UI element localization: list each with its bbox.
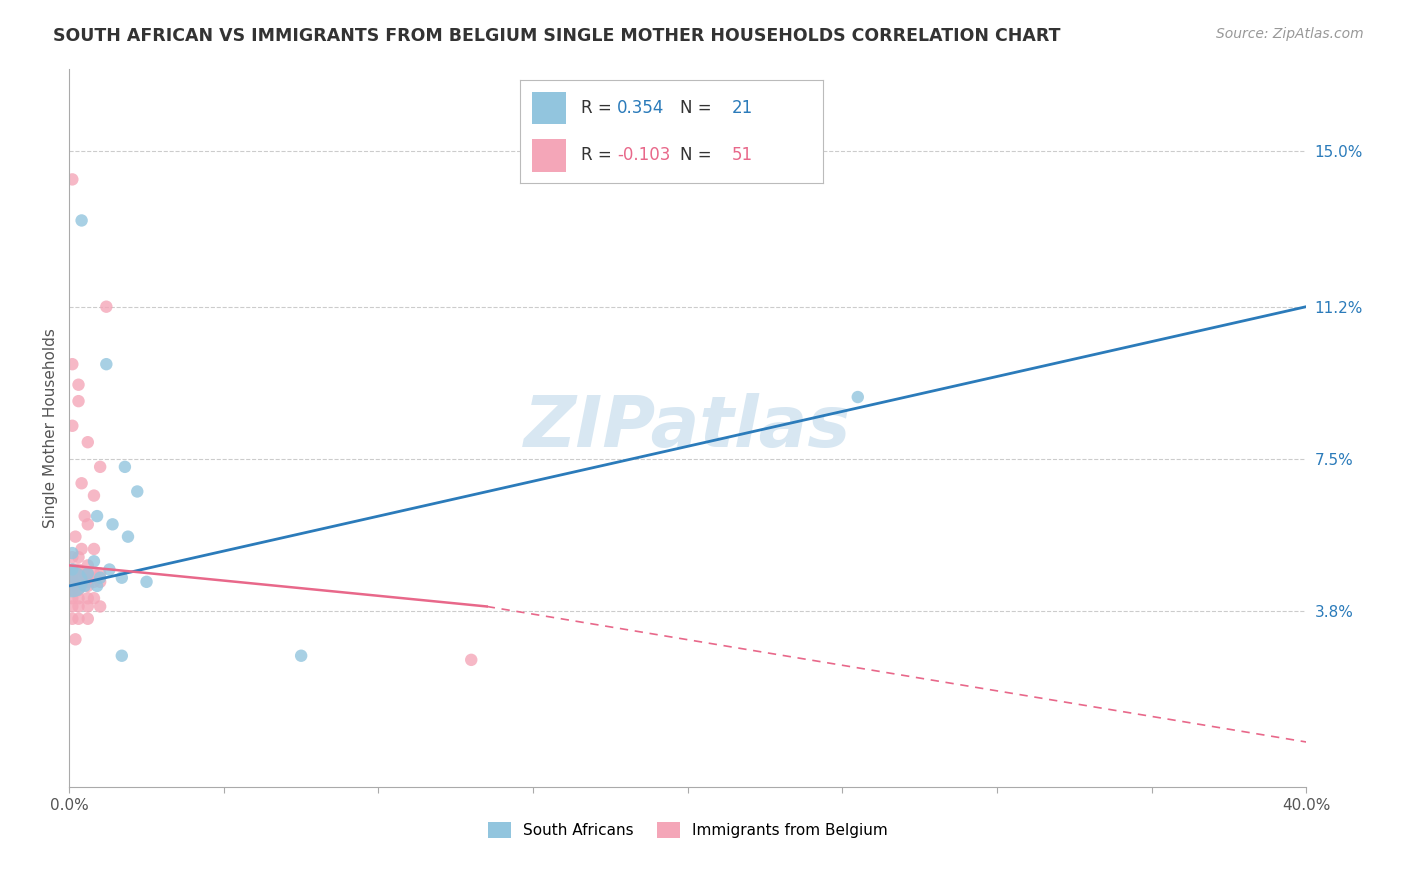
Bar [533, 92, 565, 124]
Point [96, 357, 118, 371]
Point [76, 612, 98, 626]
Point [76, 566, 98, 581]
Point [67, 582, 90, 597]
Point [65, 530, 87, 544]
Point [60, 546, 83, 560]
Point [60, 582, 83, 597]
Point [67, 394, 90, 409]
Point [60, 591, 83, 606]
Text: R =: R = [581, 146, 617, 164]
Point [127, 484, 149, 499]
Point [76, 517, 98, 532]
Point [60, 562, 83, 576]
Point [83, 489, 105, 503]
Point [89, 459, 111, 474]
Point [101, 517, 124, 532]
Point [76, 558, 98, 573]
Point [83, 574, 105, 589]
Point [60, 357, 83, 371]
Point [70, 541, 93, 556]
Y-axis label: Single Mother Households: Single Mother Households [44, 328, 58, 528]
Point [67, 571, 90, 585]
Point [67, 579, 90, 593]
Point [89, 574, 111, 589]
Text: 21: 21 [731, 99, 754, 117]
Point [76, 574, 98, 589]
Point [60, 574, 83, 589]
Bar [533, 139, 565, 171]
Point [60, 550, 83, 565]
Text: ZIPatlas: ZIPatlas [524, 393, 852, 462]
Point [98, 562, 121, 576]
Point [89, 571, 111, 585]
Point [76, 591, 98, 606]
Point [89, 566, 111, 581]
Point [60, 571, 83, 585]
Point [67, 377, 90, 392]
Point [111, 571, 134, 585]
Text: 0.354: 0.354 [617, 99, 664, 117]
Point [67, 612, 90, 626]
Point [60, 599, 83, 614]
Point [73, 579, 96, 593]
Point [70, 213, 93, 227]
Point [86, 509, 108, 524]
Text: Source: ZipAtlas.com: Source: ZipAtlas.com [1216, 27, 1364, 41]
Point [89, 599, 111, 614]
Point [67, 574, 90, 589]
Point [83, 566, 105, 581]
Point [67, 599, 90, 614]
Text: SOUTH AFRICAN VS IMMIGRANTS FROM BELGIUM SINGLE MOTHER HOUSEHOLDS CORRELATION CH: SOUTH AFRICAN VS IMMIGRANTS FROM BELGIUM… [53, 27, 1062, 45]
Point [114, 459, 136, 474]
Point [60, 562, 83, 576]
Text: R =: R = [581, 99, 617, 117]
Point [135, 574, 157, 589]
Point [76, 571, 98, 585]
Text: N =: N = [681, 146, 717, 164]
Point [67, 550, 90, 565]
Point [60, 579, 83, 593]
Point [76, 579, 98, 593]
Text: 51: 51 [731, 146, 754, 164]
Point [60, 574, 83, 589]
Point [65, 562, 87, 576]
Point [290, 648, 312, 663]
Point [111, 648, 134, 663]
Point [846, 390, 869, 404]
Point [60, 612, 83, 626]
Point [73, 509, 96, 524]
Point [117, 530, 139, 544]
Point [76, 599, 98, 614]
Point [67, 591, 90, 606]
Point [83, 554, 105, 568]
Point [460, 653, 482, 667]
Point [73, 566, 96, 581]
Point [76, 435, 98, 450]
Point [76, 566, 98, 581]
Point [67, 562, 90, 576]
Point [86, 579, 108, 593]
Point [83, 541, 105, 556]
Text: -0.103: -0.103 [617, 146, 671, 164]
Legend: South Africans, Immigrants from Belgium: South Africans, Immigrants from Belgium [482, 816, 894, 844]
Point [60, 172, 83, 186]
Point [70, 476, 93, 491]
Point [65, 632, 87, 647]
Point [60, 418, 83, 433]
Point [96, 300, 118, 314]
Text: N =: N = [681, 99, 717, 117]
Point [83, 591, 105, 606]
